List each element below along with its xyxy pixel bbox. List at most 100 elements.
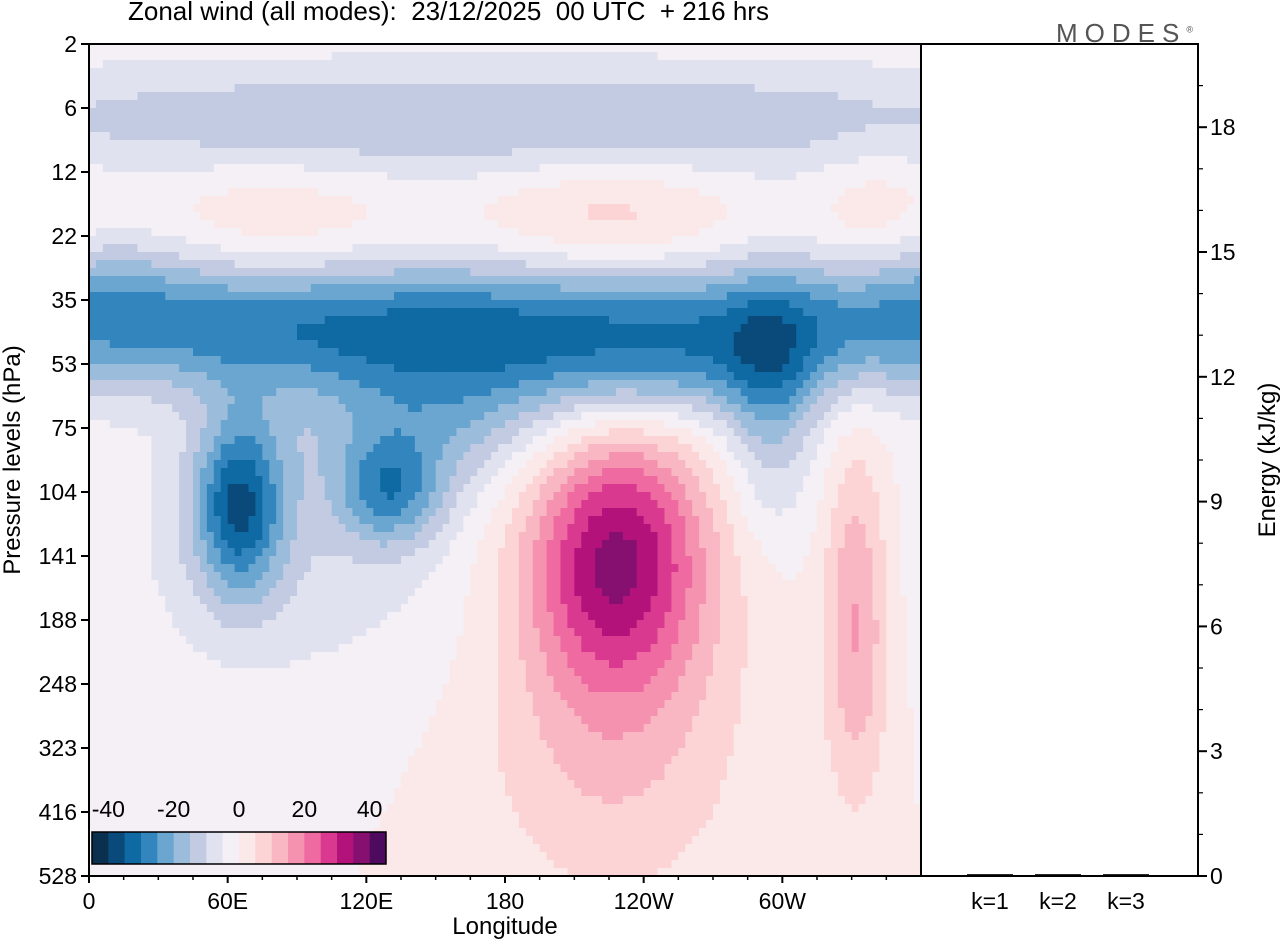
heatmap-cell	[706, 140, 714, 149]
heatmap-cell	[470, 276, 478, 285]
heatmap-cell	[685, 68, 693, 77]
heatmap-cell	[699, 156, 707, 165]
heatmap-cell	[775, 116, 783, 125]
heatmap-cell	[914, 300, 922, 309]
heatmap-cell	[539, 76, 548, 85]
heatmap-cell	[574, 284, 582, 293]
heatmap-cell	[810, 212, 818, 221]
heatmap-cell	[532, 228, 541, 237]
heatmap-cell	[199, 100, 208, 109]
heatmap-cell	[297, 268, 305, 277]
heatmap-cell	[518, 364, 527, 373]
heatmap-cell	[456, 84, 464, 93]
heatmap-cell	[456, 220, 464, 229]
heatmap-cell	[719, 244, 728, 253]
heatmap-cell	[498, 260, 506, 269]
heatmap-cell	[595, 188, 603, 197]
heatmap-cell	[179, 100, 187, 109]
heatmap-cell	[713, 108, 721, 117]
heatmap-cell	[699, 252, 707, 261]
heatmap-cell	[706, 268, 714, 277]
heatmap-cell	[102, 196, 111, 205]
heatmap-cell	[193, 372, 201, 381]
heatmap-cell	[172, 180, 180, 189]
heatmap-cell	[234, 348, 243, 357]
heatmap-cell	[165, 124, 173, 133]
heatmap-cell	[907, 244, 915, 253]
heatmap-cell	[276, 44, 284, 53]
heatmap-cell	[553, 348, 562, 357]
heatmap-cell	[220, 44, 229, 53]
heatmap-cell	[830, 244, 839, 253]
heatmap-cell	[179, 260, 187, 269]
heatmap-cell	[151, 132, 159, 141]
heatmap-cell	[879, 260, 887, 269]
heatmap-cell	[886, 292, 894, 301]
heatmap-cell	[241, 220, 250, 229]
heatmap-cell	[810, 300, 818, 309]
heatmap-cell	[366, 140, 374, 149]
heatmap-cell	[345, 124, 354, 133]
heatmap-cell	[297, 324, 305, 333]
heatmap-cell	[525, 68, 534, 77]
heatmap-cell	[518, 108, 527, 117]
heatmap-cell	[733, 124, 742, 133]
heatmap-cell	[664, 348, 672, 357]
heatmap-cell	[893, 292, 901, 301]
heatmap-cell	[179, 124, 187, 133]
heatmap-cell	[602, 52, 610, 61]
heatmap-cell	[456, 292, 464, 301]
heatmap-cell	[116, 44, 125, 53]
heatmap-cell	[234, 276, 243, 285]
heatmap-cell	[255, 156, 263, 165]
heatmap-cell	[817, 108, 825, 117]
heatmap-cell	[359, 292, 367, 301]
heatmap-cell	[726, 332, 735, 341]
heatmap-cell	[227, 236, 236, 245]
heatmap-cell	[255, 220, 263, 229]
heatmap-cell	[283, 188, 291, 197]
heatmap-cell	[276, 212, 284, 221]
heatmap-cell	[789, 188, 797, 197]
heatmap-cell	[747, 180, 756, 189]
heatmap-cell	[692, 132, 700, 141]
heatmap-cell	[539, 188, 548, 197]
heatmap-cell	[477, 124, 485, 133]
heatmap-cell	[220, 268, 229, 277]
heatmap-cell	[407, 180, 416, 189]
heatmap-cell	[109, 252, 118, 261]
heatmap-cell	[165, 276, 173, 285]
heatmap-cell	[525, 284, 534, 293]
heatmap-cell	[858, 92, 867, 101]
heatmap-cell	[227, 204, 236, 213]
heatmap-cell	[303, 84, 312, 93]
heatmap-cell	[89, 348, 97, 357]
heatmap-cell	[581, 284, 589, 293]
heatmap-cell	[442, 108, 451, 117]
heatmap-cell	[186, 108, 194, 117]
heatmap-cell	[782, 180, 790, 189]
heatmap-cell	[449, 228, 458, 237]
heatmap-cell	[470, 124, 478, 133]
heatmap-cell	[602, 204, 610, 213]
heatmap-cell	[560, 92, 568, 101]
heatmap-cell	[657, 284, 666, 293]
heatmap-cell	[165, 156, 173, 165]
heatmap-cell	[380, 116, 388, 125]
heatmap-cell	[761, 124, 770, 133]
heatmap-cell	[588, 148, 596, 157]
heatmap-cell	[248, 244, 256, 253]
heatmap-cell	[733, 108, 742, 117]
heatmap-cell	[498, 52, 506, 61]
heatmap-cell	[733, 180, 742, 189]
heatmap-cell	[109, 228, 118, 237]
heatmap-cell	[900, 228, 908, 237]
heatmap-cell	[290, 364, 298, 373]
heatmap-cell	[851, 44, 860, 53]
heatmap-cell	[220, 284, 229, 293]
heatmap-cell	[789, 268, 797, 277]
heatmap-cell	[158, 324, 166, 333]
heatmap-cell	[186, 156, 194, 165]
heatmap-cell	[269, 252, 277, 261]
heatmap-cell	[102, 212, 111, 221]
